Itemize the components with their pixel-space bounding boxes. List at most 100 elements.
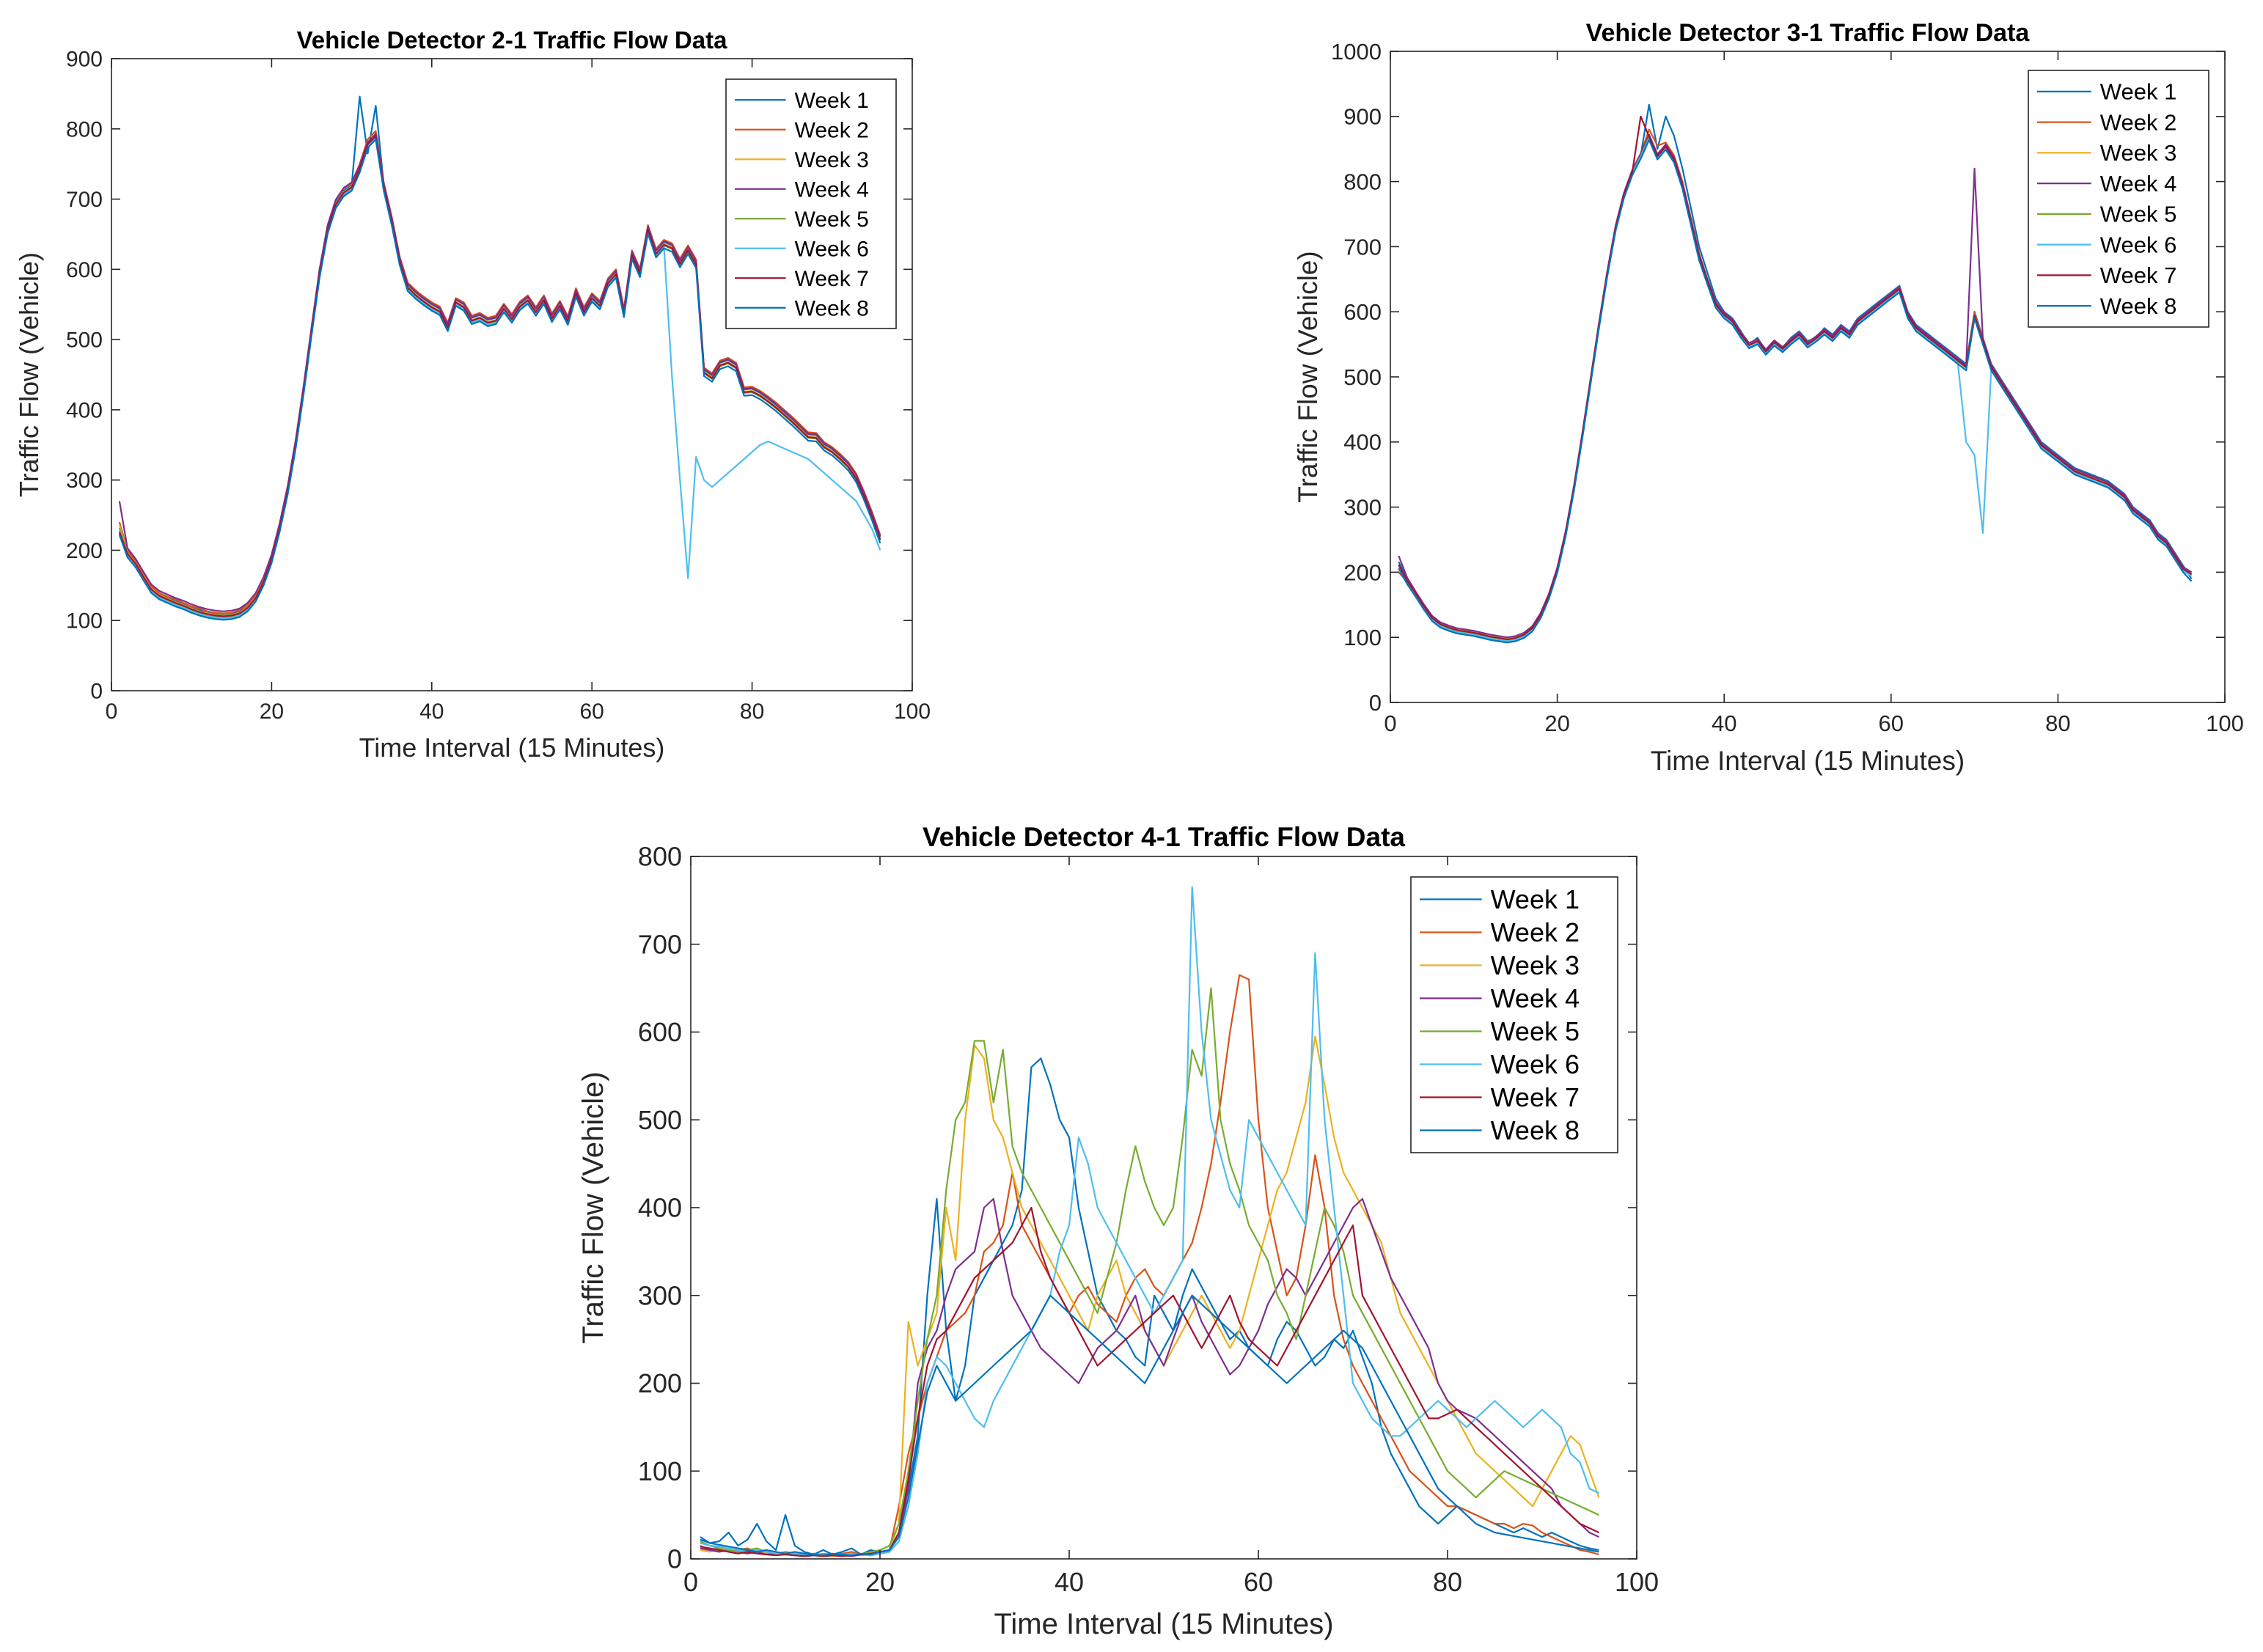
x-tick-label: 100 [894,700,931,724]
chart-title: Vehicle Detector 3-1 Traffic Flow Data [1586,19,2031,47]
legend-label: Week 5 [2100,202,2177,227]
x-tick-label: 100 [2206,711,2244,736]
legend-label: Week 1 [2100,79,2177,105]
series-line-week-6 [1398,137,2193,642]
series-line-week-8 [1398,139,2193,644]
legend-label: Week 3 [2100,140,2177,166]
series-line-week-1 [700,1057,1599,1556]
x-tick-label: 20 [260,700,284,724]
legend-label: Week 3 [795,148,869,172]
y-tick-label: 0 [667,1544,682,1574]
y-tick-label: 600 [66,258,103,282]
x-tick-label: 40 [419,700,444,724]
y-tick-label: 700 [638,929,682,959]
legend-label: Week 8 [2100,293,2177,319]
y-tick-label: 300 [1343,494,1382,520]
series-line-week-8 [700,1294,1599,1557]
y-tick-label: 400 [1343,430,1382,455]
series-line-week-7 [1398,115,2193,641]
y-tick-label: 900 [1343,104,1382,130]
x-tick-label: 80 [740,700,764,724]
x-tick-label: 100 [1615,1567,1659,1597]
chart-1: Vehicle Detector 2-1 Traffic Flow Data 0 2… [14,26,931,763]
legend-label: Week 7 [2100,263,2177,288]
series-line-week-7 [118,135,881,617]
x-axis-label: Time Interval (15 Minutes) [1651,746,1965,776]
legend-box [1410,876,1618,1153]
chart-2: Vehicle Detector 3-1 Traffic Flow Data 0 2… [1293,19,2244,776]
legend-label: Week 6 [1491,1049,1580,1079]
series-line-week-6 [700,886,1599,1557]
y-tick-label: 100 [66,609,103,634]
x-tick-label: 0 [683,1567,698,1597]
legend-label: Week 6 [2100,232,2177,257]
y-tick-label: 300 [66,469,103,493]
legend-label: Week 1 [1491,884,1580,914]
y-tick-label: 0 [1369,690,1382,716]
y-tick-label: 400 [638,1193,682,1223]
y-tick-label: 200 [66,539,103,563]
chart-title: Vehicle Detector 2-1 Traffic Flow Data [297,26,728,54]
y-tick-label: 0 [90,680,103,704]
y-tick-label: 900 [66,48,103,72]
x-tick-label: 60 [580,700,604,724]
y-tick-label: 200 [638,1368,682,1398]
y-axis-label: Traffic Flow (Vehicle) [14,252,44,497]
legend-label: Week 4 [795,177,869,202]
x-tick-label: 40 [1055,1567,1084,1597]
legend-label: Week 3 [1491,950,1580,980]
y-tick-label: 500 [66,328,103,353]
y-tick-label: 800 [66,117,103,142]
legend-label: Week 5 [795,208,869,232]
series-line-week-2 [700,974,1599,1557]
y-tick-label: 200 [1343,559,1382,585]
y-tick-label: 100 [638,1456,682,1486]
legend: Week 1 Week 2 Week 3 Week 4 Week 5 Week 6 Week… [2028,70,2209,328]
x-axis-label: Time Interval (15 Minutes) [994,1608,1333,1640]
y-tick-label: 600 [1343,299,1382,325]
series-lines [700,886,1600,1557]
chart-3: Vehicle Detector 4-1 Traffic Flow Data 0 2… [577,822,1659,1640]
series-lines [1398,103,2193,644]
x-tick-label: 60 [1879,711,1904,736]
series-line-week-4 [118,133,881,612]
x-tick-label: 80 [1433,1567,1462,1597]
x-tick-label: 20 [865,1567,895,1597]
x-axis-label: Time Interval (15 Minutes) [359,733,665,763]
y-tick-label: 700 [1343,234,1382,260]
legend-label: Week 2 [795,118,869,142]
legend-label: Week 4 [1491,983,1580,1013]
legend-label: Week 2 [2100,109,2177,135]
y-tick-label: 500 [1343,364,1382,390]
legend-label: Week 8 [1491,1115,1580,1145]
y-axis-label: Traffic Flow (Vehicle) [577,1071,609,1343]
legend-label: Week 2 [1491,917,1580,947]
legend-box [2028,70,2209,328]
legend-label: Week 8 [795,296,869,320]
y-tick-label: 700 [66,188,103,212]
y-axis-label: Traffic Flow (Vehicle) [1293,251,1323,502]
x-tick-label: 0 [106,700,118,724]
legend-label: Week 5 [1491,1016,1580,1046]
y-tick-label: 100 [1343,625,1382,650]
legend-label: Week 4 [2100,171,2177,197]
x-tick-label: 80 [2045,711,2070,736]
y-tick-label: 600 [638,1017,682,1047]
legend-label: Week 6 [795,237,869,261]
series-line-week-4 [1398,133,2193,639]
y-tick-label: 800 [638,842,682,872]
legend-label: Week 7 [795,267,869,291]
axes-box [111,58,913,691]
series-lines [118,95,881,621]
y-tick-label: 300 [638,1280,682,1310]
x-tick-label: 20 [1544,711,1569,736]
y-tick-label: 400 [66,398,103,422]
y-tick-label: 800 [1343,169,1382,194]
x-tick-label: 0 [1384,711,1396,736]
x-tick-label: 40 [1712,711,1736,736]
legend-box [725,78,897,329]
legend-label: Week 7 [1491,1082,1580,1112]
